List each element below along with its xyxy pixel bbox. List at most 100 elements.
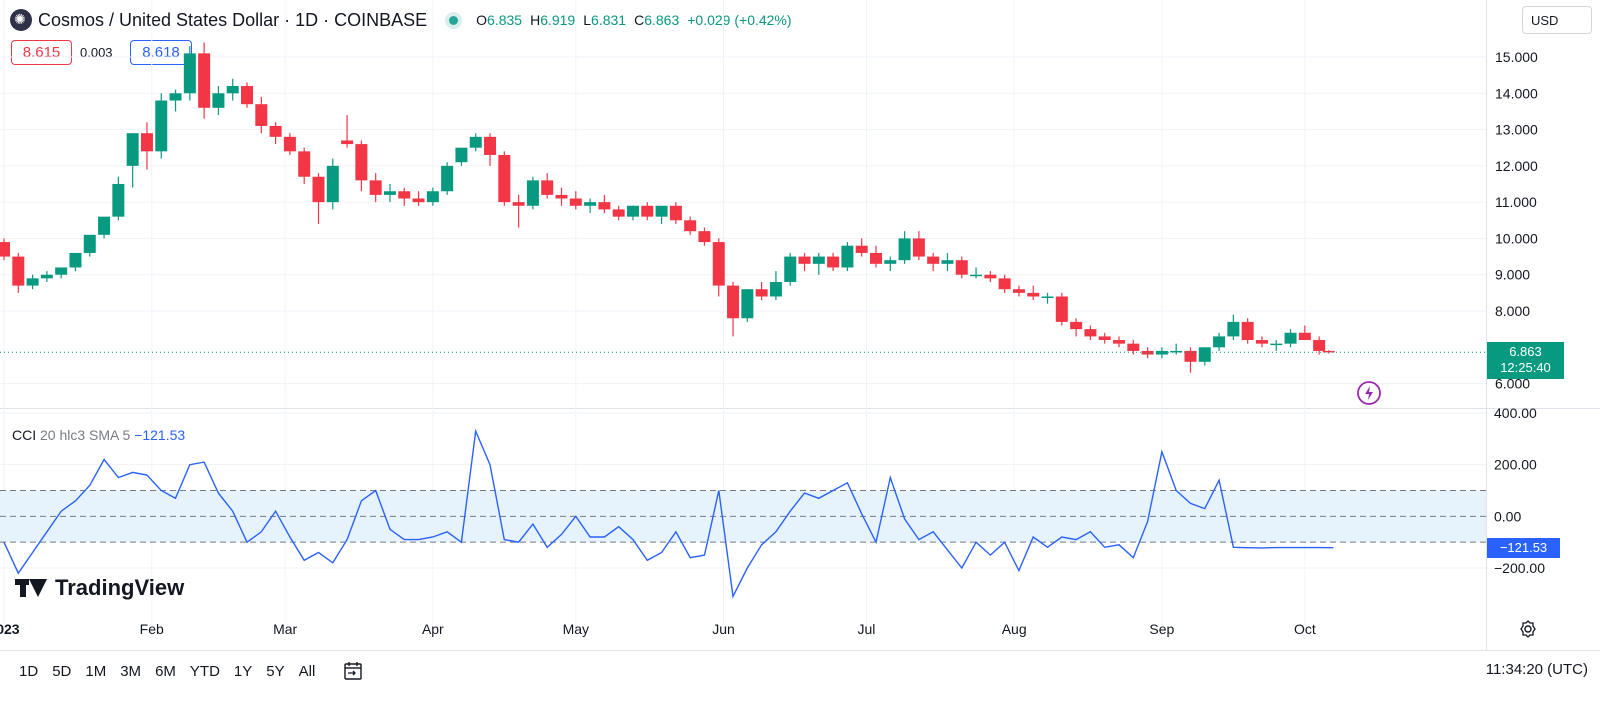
candle-body: [412, 198, 425, 203]
range-5y[interactable]: 5Y: [266, 662, 285, 680]
currency-select[interactable]: USD: [1522, 6, 1592, 34]
candle: [998, 274, 1011, 293]
candle: [226, 78, 239, 101]
candle: [655, 205, 668, 224]
candle-body: [1027, 292, 1040, 297]
candle: [1298, 325, 1311, 341]
candle: [984, 271, 997, 282]
candle: [1198, 347, 1211, 366]
candle-body: [326, 165, 339, 203]
candle-body: [884, 260, 897, 264]
candle: [369, 173, 382, 203]
cci-legend[interactable]: CCI 20 hlc3 SMA 5 −121.53: [12, 427, 185, 443]
range-all[interactable]: All: [298, 662, 316, 680]
pane-divider[interactable]: [0, 408, 1600, 409]
candle: [398, 187, 411, 206]
bottom-toolbar: 1D 5D 1M 3M 6M YTD 1Y 5Y All 11:34:20 (U…: [0, 650, 1600, 691]
range-1m[interactable]: 1M: [85, 662, 107, 680]
candle: [0, 238, 10, 261]
candle-body: [484, 136, 497, 155]
candle-body: [126, 133, 139, 166]
candle-body: [226, 86, 239, 94]
candle: [1227, 314, 1240, 341]
candle-body: [955, 260, 968, 275]
candle: [12, 252, 25, 293]
candle: [598, 194, 611, 214]
range-5d[interactable]: 5D: [52, 662, 72, 680]
candle-body: [26, 278, 39, 286]
candle: [541, 173, 554, 199]
symbol-title[interactable]: Cosmos / United States Dollar · 1D · COI…: [38, 9, 428, 30]
candle-body: [1084, 329, 1097, 337]
candle: [1070, 318, 1083, 337]
range-3m[interactable]: 3M: [120, 662, 142, 680]
cci-params: 20 hlc3 SMA 5: [40, 427, 131, 443]
last-price-value: 6.863: [1509, 344, 1542, 359]
utc-clock[interactable]: 11:34:20 (UTC): [1485, 661, 1588, 678]
candle-body: [40, 274, 53, 279]
candle-body: [1313, 340, 1326, 351]
candle-body: [269, 125, 282, 137]
candle-body: [1055, 296, 1068, 322]
sell-price-button[interactable]: 8.615: [11, 40, 72, 65]
candle: [1141, 347, 1154, 359]
candle: [1170, 343, 1183, 355]
x-tick-label: 2023: [0, 621, 20, 637]
candle-body: [784, 256, 797, 282]
cci-value: −121.53: [134, 427, 186, 443]
candle-body: [1227, 321, 1240, 337]
cci-tick-label: 0.00: [1494, 508, 1521, 524]
candle-body: [1098, 336, 1111, 341]
candle: [298, 147, 311, 184]
ohlc-open: O6.835: [476, 12, 523, 28]
candle-body: [812, 256, 825, 264]
settings-icon[interactable]: [1518, 619, 1538, 639]
range-6m[interactable]: 6M: [155, 662, 176, 680]
candle: [1012, 285, 1025, 297]
candle: [241, 82, 254, 108]
x-tick-label: Mar: [273, 621, 297, 637]
x-tick-label: Jul: [858, 621, 876, 637]
candle-body: [941, 260, 954, 264]
calendar-range-icon[interactable]: [342, 661, 364, 681]
tradingview-mark-icon: [15, 579, 47, 597]
x-tick-label: Aug: [1002, 621, 1027, 637]
candle: [841, 242, 854, 272]
x-tick-label: Oct: [1294, 621, 1316, 637]
candle-body: [769, 281, 782, 297]
axes: 2023 Feb Mar Apr May Jun Jul Aug Sep Oct 6.000 8.00…: [0, 49, 1545, 637]
candle: [312, 173, 325, 224]
tradingview-logo[interactable]: TradingView: [15, 575, 184, 601]
candle-body: [1170, 350, 1183, 353]
candle-body: [1198, 347, 1211, 362]
candle: [526, 176, 539, 210]
x-tick-label: Apr: [422, 621, 444, 637]
candle: [155, 93, 168, 159]
candle: [69, 252, 82, 272]
lightning-icon[interactable]: [1356, 380, 1382, 406]
candle-body: [798, 256, 811, 264]
candle-body: [741, 289, 754, 319]
candle-body: [584, 202, 597, 206]
price-chart[interactable]: 2023 Feb Mar Apr May Jun Jul Aug Sep Oct 6.000 8.00…: [0, 0, 1600, 650]
range-1d[interactable]: 1D: [19, 662, 39, 680]
candle-body: [1041, 296, 1054, 298]
candle: [712, 238, 725, 297]
candle: [784, 252, 797, 286]
x-tick-label: May: [563, 621, 589, 637]
candle: [140, 122, 153, 170]
range-1y[interactable]: 1Y: [233, 662, 253, 680]
candle: [798, 252, 811, 272]
candle-body: [712, 242, 725, 286]
ohlc-high: H6.919: [530, 12, 576, 28]
candle-body: [727, 285, 740, 319]
candle-body: [641, 205, 654, 217]
range-ytd[interactable]: YTD: [189, 662, 220, 680]
candle: [812, 252, 825, 275]
candle: [83, 234, 96, 257]
candle-body: [140, 133, 153, 152]
candle-body: [355, 144, 368, 181]
candle: [112, 176, 125, 221]
candle: [183, 46, 196, 101]
candle: [1184, 347, 1197, 373]
